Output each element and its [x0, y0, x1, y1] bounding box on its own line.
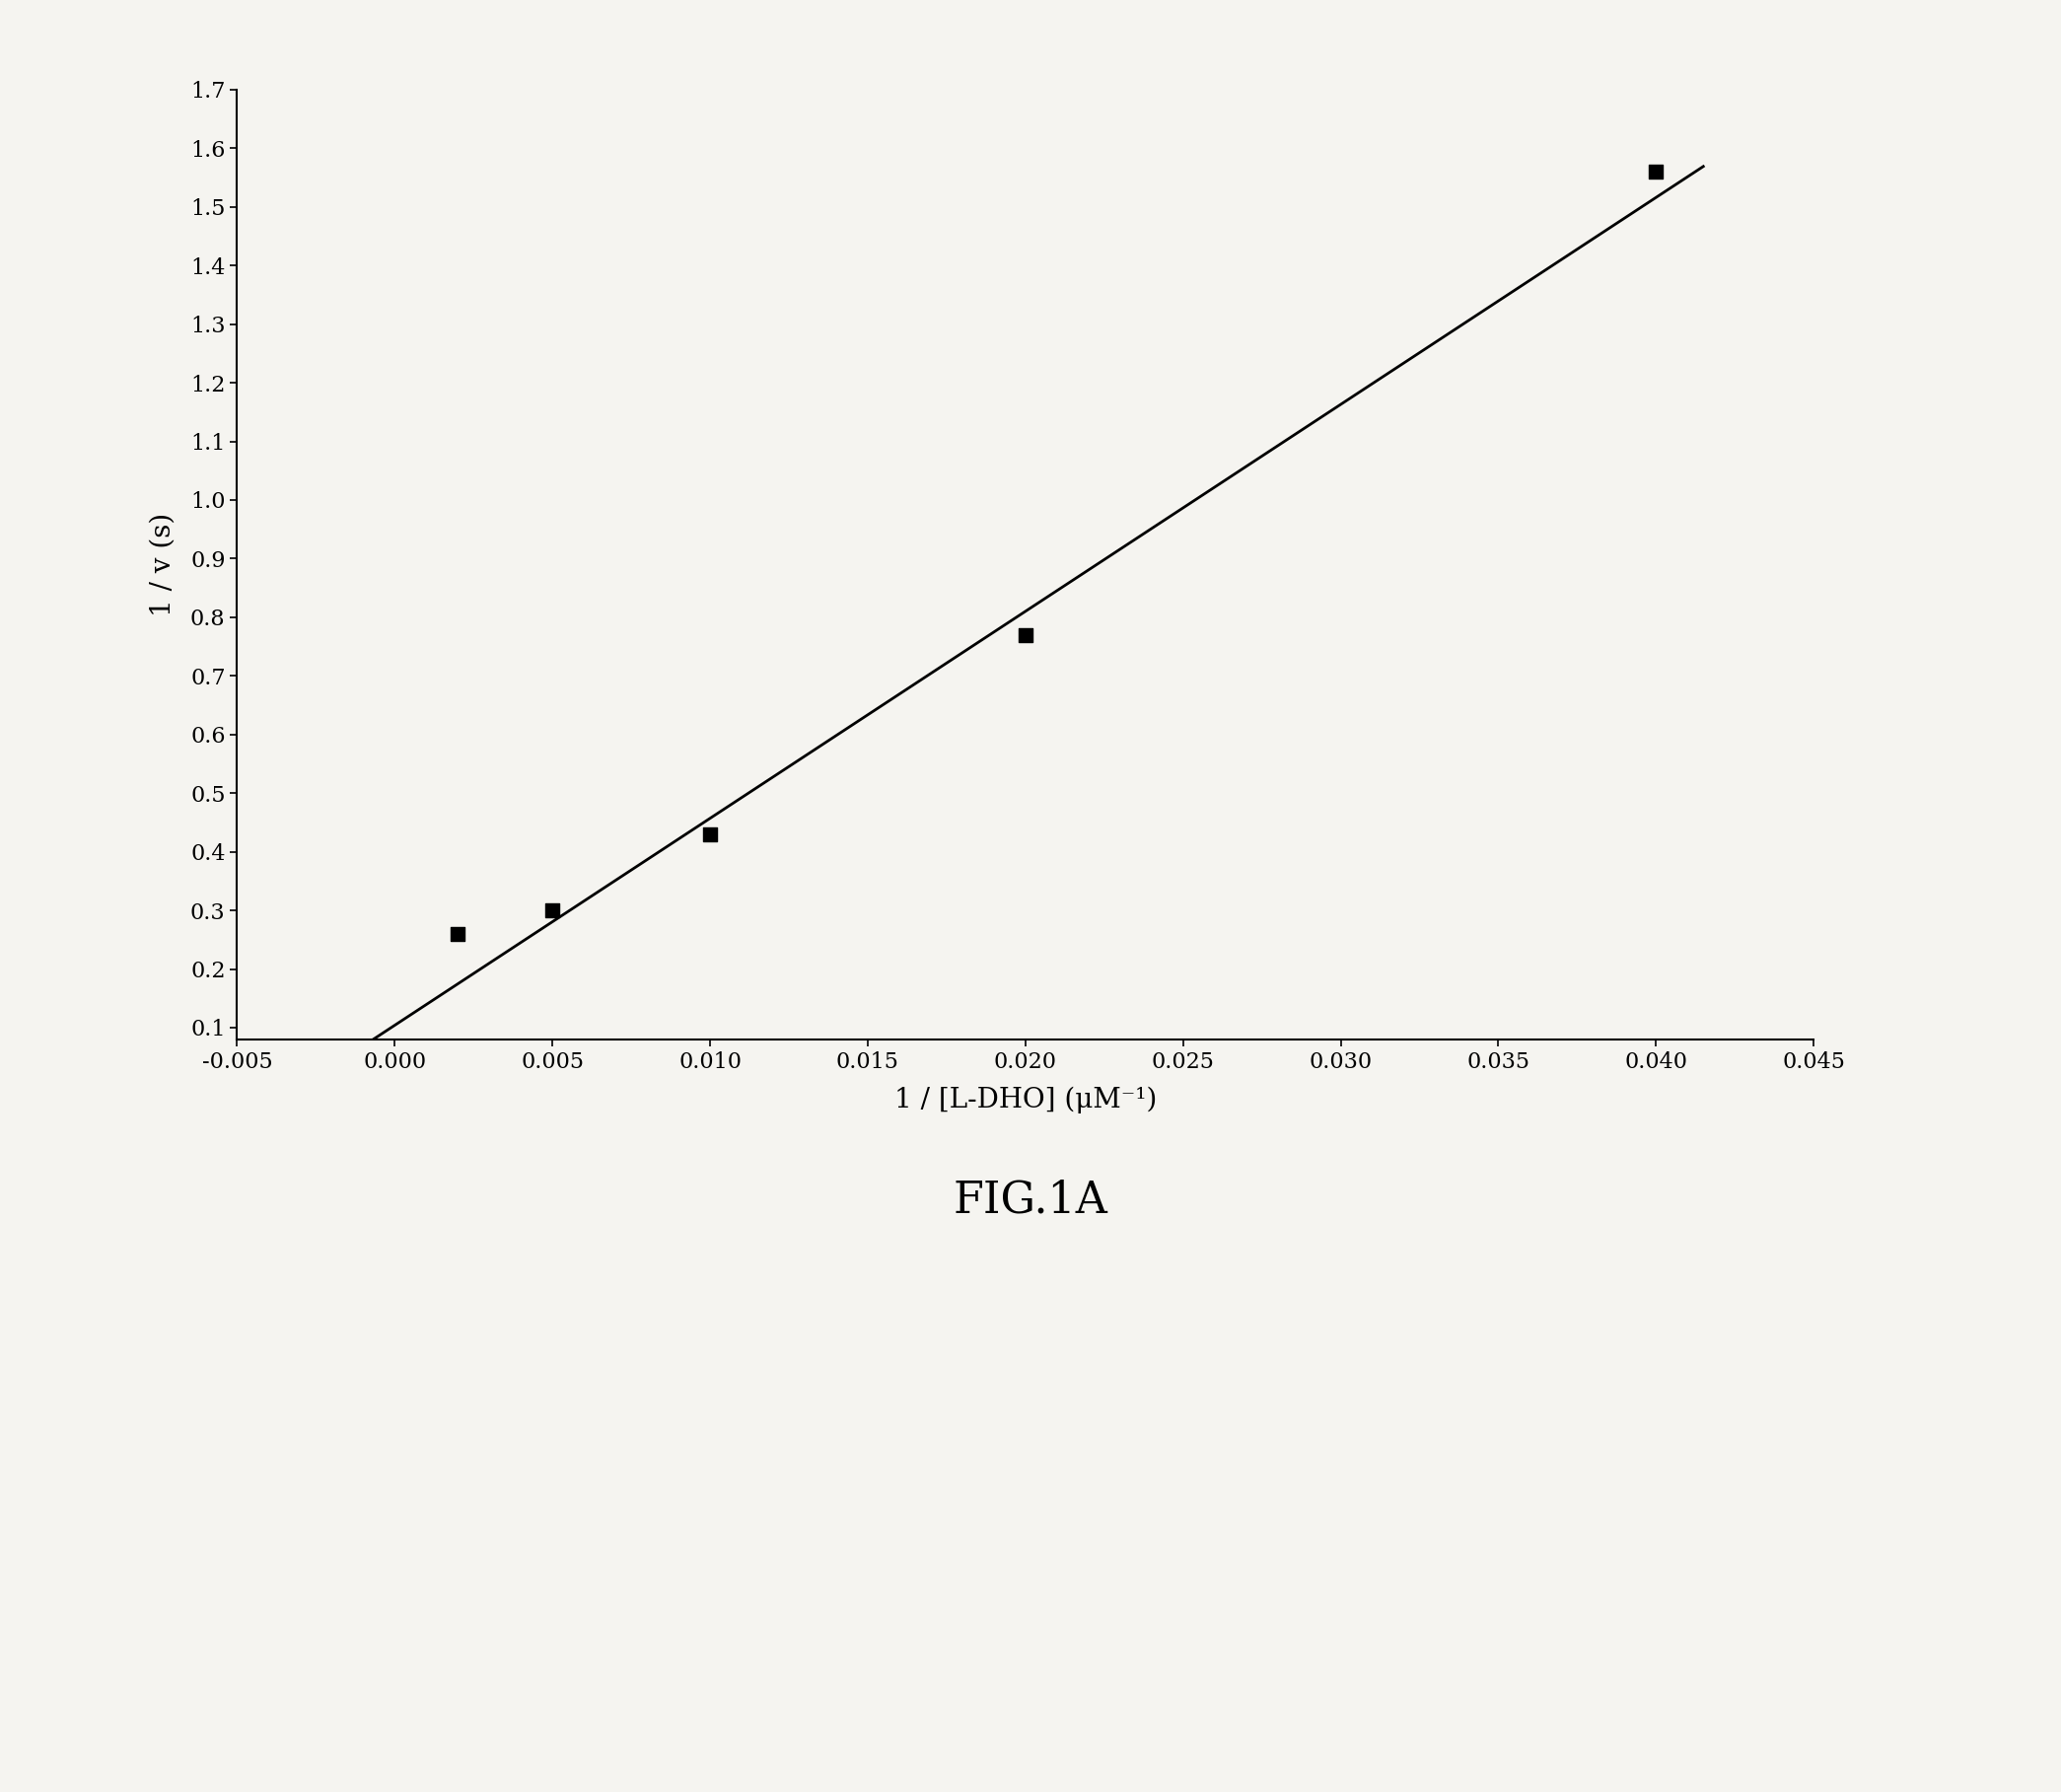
- Y-axis label: 1 / v (s): 1 / v (s): [150, 513, 177, 616]
- Point: [441, 919, 474, 948]
- Point: [692, 819, 728, 848]
- X-axis label: 1 / [L-DHO] (μM⁻¹): 1 / [L-DHO] (μM⁻¹): [894, 1086, 1156, 1113]
- Text: FIG.1A: FIG.1A: [952, 1179, 1109, 1222]
- Point: [1010, 620, 1043, 649]
- Point: [536, 896, 569, 925]
- Point: [1641, 158, 1674, 186]
